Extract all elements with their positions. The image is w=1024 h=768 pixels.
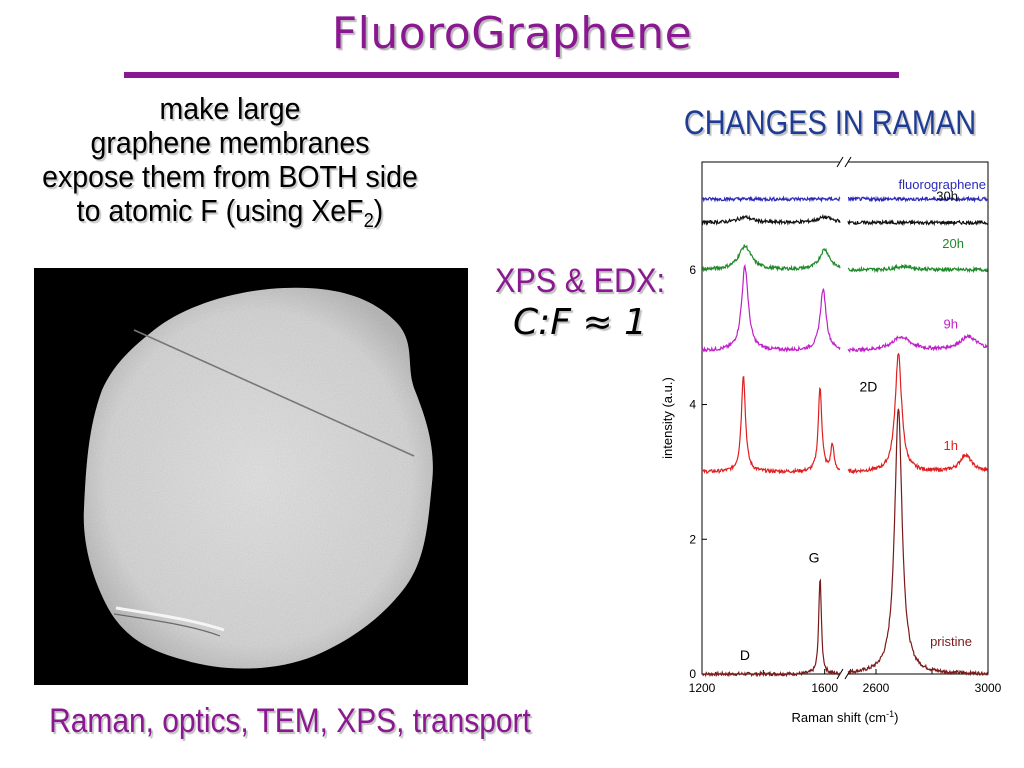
series-label-20h: 20h	[942, 236, 964, 251]
series-1h-left	[701, 375, 841, 475]
axis-break-bottom-gap	[840, 672, 848, 677]
intro-line-2: graphene membranes	[90, 125, 370, 160]
x-tick-label: 1600	[811, 681, 838, 695]
cf-ratio: C:F ≈ 1	[513, 302, 647, 343]
membrane-disc	[83, 287, 433, 669]
series-20h-right	[847, 263, 989, 274]
x-tick-label: 2600	[863, 681, 890, 695]
peak-label-G: G	[809, 549, 820, 565]
y-axis-title: intensity (a.u.)	[660, 377, 675, 459]
y-tick-label: 4	[689, 398, 696, 412]
membrane-crack	[133, 329, 415, 457]
series-20h-left	[701, 244, 841, 273]
membrane-fold-shadow	[113, 613, 221, 637]
raman-heading: CHANGES IN RAMAN	[683, 104, 977, 142]
peak-label-2D: 2D	[859, 378, 877, 394]
series-9h-right	[847, 333, 989, 354]
peak-label-D: D	[740, 647, 750, 663]
series-label-fluorographene: fluorographene	[899, 177, 986, 192]
series-9h-left	[701, 263, 841, 353]
xps-edx-label: XPS & EDX:	[494, 262, 666, 300]
series-label-9h: 9h	[944, 317, 958, 332]
intro-text: make large graphene membranes expose the…	[0, 91, 460, 232]
title-underline	[124, 72, 899, 78]
x-tick-label: 3000	[975, 681, 1002, 695]
series-label-1h: 1h	[944, 438, 958, 453]
series-label-30h: 30h	[936, 189, 958, 204]
axis-break-top-gap	[840, 160, 848, 165]
intro-line-1: make large	[159, 91, 301, 126]
series-30h-left	[701, 213, 841, 227]
x-axis-title: Raman shift (cm-1)	[792, 709, 899, 725]
axis-break-mark	[844, 668, 852, 680]
membrane-fold	[115, 606, 225, 632]
intro-subscript: 2	[363, 210, 374, 232]
y-tick-label: 0	[689, 667, 696, 681]
intro-line-4-prefix: to atomic F (using XeF	[76, 193, 364, 228]
series-1h-right	[847, 352, 989, 475]
tem-image	[34, 268, 468, 685]
y-tick-label: 2	[689, 532, 696, 546]
intro-line-4-suffix: )	[373, 193, 384, 228]
slide-title: FluoroGraphene	[331, 8, 693, 59]
series-30h-right	[847, 218, 989, 227]
series-label-pristine: pristine	[930, 634, 972, 649]
y-tick-label: 6	[689, 263, 696, 277]
x-tick-label: 1200	[689, 681, 716, 695]
intro-line-3: expose them from BOTH side	[42, 159, 418, 194]
techniques-list: Raman, optics, TEM, XPS, transport	[49, 702, 531, 740]
axis-break-mark	[836, 156, 844, 168]
series-fluorographene-right	[847, 195, 989, 203]
raman-chart: 0 2 4 6 1200 1600 2600 3000 Raman shift (cm-1) in…	[660, 156, 1002, 725]
series-pristine-left	[701, 578, 841, 678]
membrane-micrograph	[83, 287, 433, 669]
series-pristine-right	[847, 408, 989, 677]
axis-break-mark	[844, 156, 852, 168]
series-fluorographene-left	[701, 195, 841, 203]
intro-line-4: to atomic F (using XeF2)	[18, 193, 441, 232]
